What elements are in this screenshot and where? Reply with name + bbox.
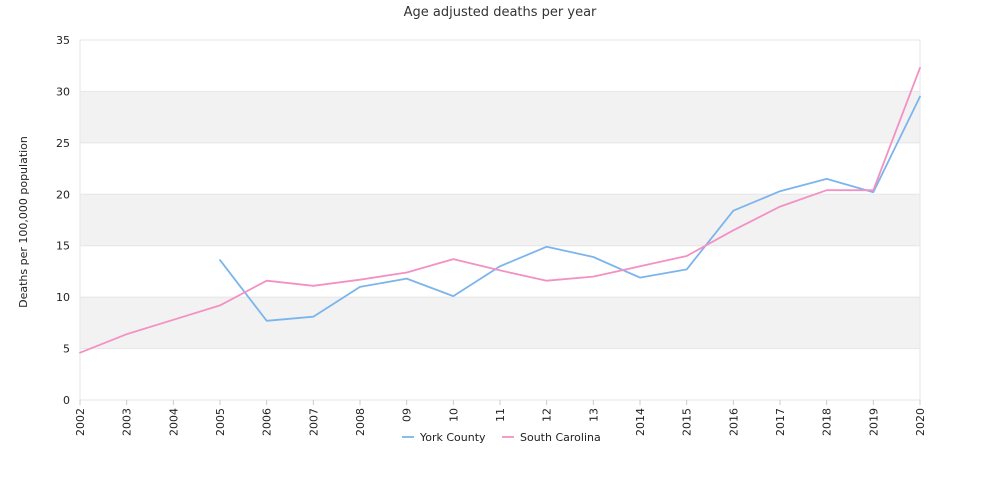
x-tick-label: 2003 bbox=[121, 408, 134, 436]
series-lines bbox=[79, 66, 921, 354]
x-tick-label: 12 bbox=[541, 408, 554, 422]
legend-item[interactable]: York County bbox=[402, 431, 486, 444]
y-tick-label: 0 bbox=[63, 394, 70, 407]
x-tick-label: 2007 bbox=[307, 408, 320, 436]
legend-label: York County bbox=[419, 431, 486, 444]
x-tick-label: 2002 bbox=[74, 408, 87, 436]
y-tick-label: 10 bbox=[56, 291, 70, 304]
x-tick-label: 2020 bbox=[914, 408, 927, 436]
x-tick-label: 2017 bbox=[774, 408, 787, 436]
x-axis: 2002 2003 2004 2005 2006 2007 2008 09 10 11 12 13 20… bbox=[74, 400, 927, 436]
y-tick-label: 25 bbox=[56, 137, 70, 150]
x-tick-label: 2015 bbox=[681, 408, 694, 436]
y-axis: 0 5 10 15 20 25 30 35 bbox=[56, 34, 70, 407]
series-line-2 bbox=[79, 66, 921, 354]
x-tick-label: 2005 bbox=[214, 408, 227, 436]
x-tick-label: 2006 bbox=[261, 408, 274, 436]
series-line-1 bbox=[219, 95, 921, 322]
plot-band bbox=[80, 91, 920, 143]
y-tick-label: 15 bbox=[56, 240, 70, 253]
plot-band bbox=[80, 194, 920, 246]
legend-item[interactable]: South Carolina bbox=[502, 431, 601, 444]
x-tick-label: 2018 bbox=[821, 408, 834, 436]
x-tick-label: 11 bbox=[494, 408, 507, 422]
y-tick-label: 35 bbox=[56, 34, 70, 47]
x-tick-label: 2016 bbox=[727, 408, 740, 436]
chart-title: Age adjusted deaths per year bbox=[404, 5, 597, 20]
x-tick-label: 2008 bbox=[354, 408, 367, 436]
plot-bands bbox=[80, 91, 920, 349]
y-axis-label: Deaths per 100,000 population bbox=[17, 136, 30, 308]
legend: York County South Carolina bbox=[402, 431, 601, 444]
y-tick-label: 5 bbox=[63, 343, 70, 356]
x-tick-label: 2019 bbox=[867, 408, 880, 436]
x-tick-label: 13 bbox=[587, 408, 600, 422]
x-tick-label: 2004 bbox=[167, 408, 180, 436]
x-tick-label: 09 bbox=[401, 408, 414, 422]
y-tick-label: 30 bbox=[56, 85, 70, 98]
y-tick-label: 20 bbox=[56, 188, 70, 201]
legend-label: South Carolina bbox=[520, 431, 601, 444]
plot-band bbox=[80, 297, 920, 349]
x-tick-label: 10 bbox=[447, 408, 460, 422]
x-tick-label: 2014 bbox=[634, 408, 647, 436]
